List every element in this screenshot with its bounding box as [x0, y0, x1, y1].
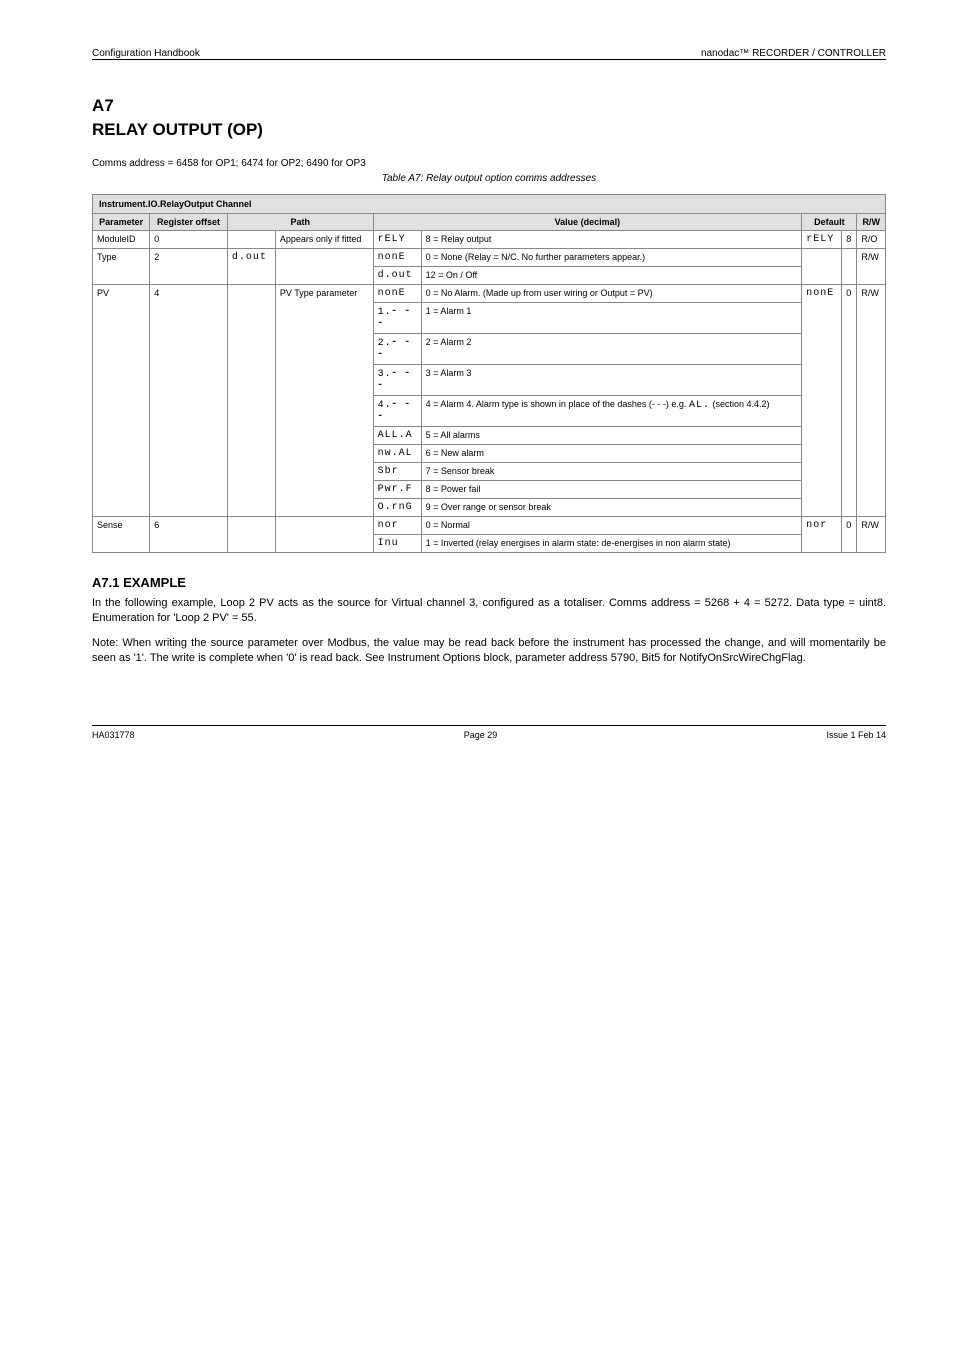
cell-value-desc: 0 = Normal [421, 517, 802, 535]
cell-rw: R/W [857, 285, 886, 517]
section-number: A7 [92, 96, 886, 116]
cell-value-seg: ALL.A [373, 427, 421, 445]
cell-value-desc: 7 = Sensor break [421, 463, 802, 481]
col-default: Default [802, 214, 857, 231]
table-caption: Table A7: Relay output option comms addr… [92, 173, 886, 184]
cell-offset: 2 [150, 249, 228, 285]
col-rw: R/W [857, 214, 886, 231]
cell-value-desc: 5 = All alarms [421, 427, 802, 445]
cell-path-seg [227, 285, 275, 517]
table-row: ModuleID0Appears only if fittedrELY8 = R… [93, 231, 886, 249]
cell-value-desc: 0 = No Alarm. (Made up from user wiring … [421, 285, 802, 303]
cell-value-seg: nonE [373, 285, 421, 303]
cell-value-seg: Pwr.F [373, 481, 421, 499]
cell-path-plain: PV Type parameter [275, 285, 373, 517]
cell-value-desc: 1 = Inverted (relay energises in alarm s… [421, 535, 802, 553]
cell-default-seg: nor [802, 517, 842, 553]
cell-rw: R/O [857, 231, 886, 249]
cell-offset: 6 [150, 517, 228, 553]
config-table: Parameter Register offset Path Value (de… [92, 213, 886, 553]
col-path: Path [227, 214, 373, 231]
cell-parameter: PV [93, 285, 150, 517]
table-row: Sense6nor0 = Normalnor0R/W [93, 517, 886, 535]
cell-default-plain: 0 [842, 517, 857, 553]
cell-value-seg: Sbr [373, 463, 421, 481]
subsection-title: EXAMPLE [123, 575, 186, 590]
cell-value-seg: Inu [373, 535, 421, 553]
cell-default-seg [802, 249, 842, 285]
header-rule [92, 59, 886, 60]
cell-path-seg [227, 231, 275, 249]
cell-value-seg: 1.⁃ ⁃ ⁃ [373, 303, 421, 334]
cell-offset: 0 [150, 231, 228, 249]
table-row: Type2d.outnonE0 = None (Relay = N/C. No … [93, 249, 886, 267]
cell-default-plain: 0 [842, 285, 857, 517]
cell-rw: R/W [857, 517, 886, 553]
footer-left: HA031778 [92, 730, 135, 740]
cell-parameter: ModuleID [93, 231, 150, 249]
cell-value-desc: 0 = None (Relay = N/C. No further parame… [421, 249, 802, 267]
section-title: RELAY OUTPUT (OP) [92, 120, 886, 140]
cell-path-plain [275, 249, 373, 285]
cell-path-plain [275, 517, 373, 553]
cell-value-desc: 8 = Relay output [421, 231, 802, 249]
cell-value-seg: 2.⁃ ⁃ ⁃ [373, 334, 421, 365]
comms-address: Comms address = 6458 for OP1; 6474 for O… [92, 158, 886, 169]
cell-value-seg: d.out [373, 267, 421, 285]
cell-value-desc: 9 = Over range or sensor break [421, 499, 802, 517]
cell-default-seg: nonE [802, 285, 842, 517]
cell-path-seg [227, 517, 275, 553]
table-row: PV4PV Type parameternonE0 = No Alarm. (M… [93, 285, 886, 303]
cell-rw: R/W [857, 249, 886, 285]
cell-value-seg: 4.⁃ ⁃ ⁃ [373, 396, 421, 427]
cell-value-seg: nw.AL [373, 445, 421, 463]
cell-path-seg: d.out [227, 249, 275, 285]
cell-value-seg: O.rnG [373, 499, 421, 517]
footer-right: Issue 1 Feb 14 [826, 730, 886, 740]
cell-parameter: Type [93, 249, 150, 285]
cell-value-seg: 3.⁃ ⁃ ⁃ [373, 365, 421, 396]
example-para-1: In the following example, Loop 2 PV acts… [92, 596, 886, 626]
col-parameter: Parameter [93, 214, 150, 231]
cell-parameter: Sense [93, 517, 150, 553]
page-footer: HA031778 Page 29 Issue 1 Feb 14 [92, 725, 886, 740]
col-register: Register offset [150, 214, 228, 231]
table-banner: Instrument.IO.RelayOutput Channel [92, 194, 886, 213]
cell-default-plain [842, 249, 857, 285]
cell-value-seg: rELY [373, 231, 421, 249]
cell-path-plain: Appears only if fitted [275, 231, 373, 249]
cell-value-desc: 8 = Power fail [421, 481, 802, 499]
cell-value-seg: nor [373, 517, 421, 535]
inline-seg: AL. [689, 400, 710, 411]
col-value: Value (decimal) [373, 214, 802, 231]
cell-value-desc: 4 = Alarm 4. Alarm type is shown in plac… [421, 396, 802, 427]
cell-value-desc: 3 = Alarm 3 [421, 365, 802, 396]
cell-value-seg: nonE [373, 249, 421, 267]
table-header-row: Parameter Register offset Path Value (de… [93, 214, 886, 231]
example-para-2: Note: When writing the source parameter … [92, 636, 886, 666]
cell-default-plain: 8 [842, 231, 857, 249]
header-left: Configuration Handbook [92, 48, 200, 59]
cell-value-desc: 12 = On / Off [421, 267, 802, 285]
cell-value-desc: 6 = New alarm [421, 445, 802, 463]
header-right: nanodac™ RECORDER / CONTROLLER [701, 48, 886, 59]
cell-value-desc: 1 = Alarm 1 [421, 303, 802, 334]
cell-offset: 4 [150, 285, 228, 517]
cell-default-seg: rELY [802, 231, 842, 249]
cell-value-desc: 2 = Alarm 2 [421, 334, 802, 365]
footer-center: Page 29 [464, 730, 498, 740]
subsection-number: A7.1 [92, 575, 119, 590]
